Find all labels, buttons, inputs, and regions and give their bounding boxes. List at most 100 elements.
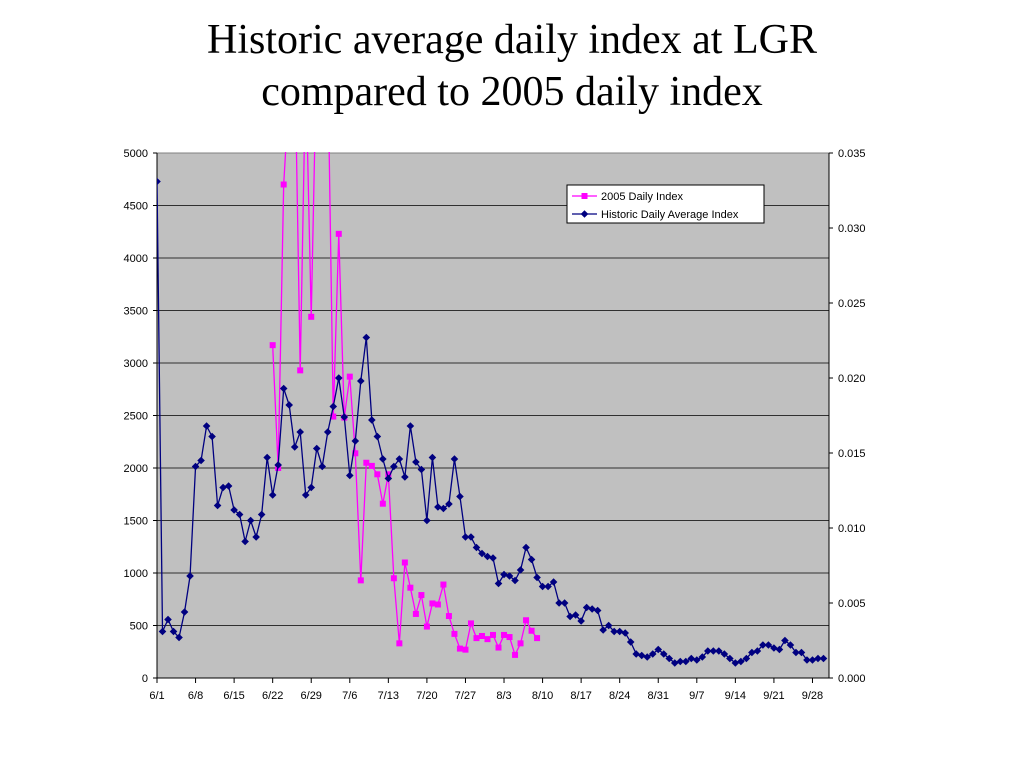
data-point-historic-daily-average-index <box>423 516 431 525</box>
x-tick-label: 6/1 <box>149 690 164 702</box>
data-point-historic-daily-average-index <box>439 504 448 513</box>
data-point-2005-daily-index <box>368 462 375 469</box>
y-left-tick-label: 1500 <box>124 516 148 528</box>
data-point-historic-daily-average-index <box>604 621 613 630</box>
data-point-historic-daily-average-index <box>362 333 371 342</box>
data-point-2005-daily-index <box>330 413 337 420</box>
data-point-historic-daily-average-index <box>681 657 690 666</box>
data-point-2005-daily-index <box>462 646 469 653</box>
data-point-historic-daily-average-index <box>434 503 442 511</box>
data-point-historic-daily-average-index <box>731 659 740 667</box>
data-point-historic-daily-average-index <box>461 533 470 541</box>
data-point-2005-daily-index <box>390 575 397 582</box>
data-point-2005-daily-index <box>292 45 298 51</box>
data-point-2005-daily-index <box>506 634 513 641</box>
data-point-historic-daily-average-index <box>489 554 497 562</box>
data-point-historic-daily-average-index <box>764 641 773 649</box>
data-point-historic-daily-average-index <box>643 653 652 661</box>
data-point-historic-daily-average-index <box>285 401 293 409</box>
x-tick-label: 8/10 <box>532 690 553 702</box>
data-point-historic-daily-average-index <box>560 599 569 607</box>
data-point-historic-daily-average-index <box>279 384 288 393</box>
y-left-tick-label: 0 <box>142 673 148 685</box>
data-point-historic-daily-average-index <box>775 645 784 654</box>
data-point-historic-daily-average-index <box>533 573 541 582</box>
data-point-2005-daily-index <box>501 631 508 638</box>
x-tick-label: 6/15 <box>223 690 244 702</box>
data-point-2005-daily-index <box>308 313 315 320</box>
data-point-historic-daily-average-index <box>659 650 668 658</box>
title-line-1: Historic average daily index at LGR <box>207 17 817 63</box>
data-point-historic-daily-average-index <box>467 533 475 541</box>
x-tick-label: 6/29 <box>301 690 322 702</box>
data-point-historic-daily-average-index <box>395 455 404 463</box>
data-point-2005-daily-index <box>445 613 452 620</box>
data-point-2005-daily-index <box>357 577 364 584</box>
data-point-historic-daily-average-index <box>693 656 701 664</box>
legend-marker-diamond <box>580 210 589 218</box>
y-left-tick-label: 500 <box>130 621 148 633</box>
data-point-2005-daily-index <box>401 559 408 566</box>
y-left-tick-label: 5000 <box>124 148 148 160</box>
data-point-historic-daily-average-index <box>676 657 685 666</box>
data-point-2005-daily-index <box>319 45 325 51</box>
x-tick-label: 6/8 <box>188 690 203 702</box>
x-tick-label: 7/20 <box>416 690 437 702</box>
data-point-historic-daily-average-index <box>296 428 305 436</box>
data-point-historic-daily-average-index <box>246 516 255 525</box>
data-point-2005-daily-index <box>269 342 276 349</box>
data-point-historic-daily-average-index <box>164 615 172 624</box>
legend-box <box>566 184 765 224</box>
data-point-historic-daily-average-index <box>208 432 216 441</box>
data-point-historic-daily-average-index <box>626 638 635 646</box>
x-tick-label: 8/24 <box>609 690 630 702</box>
data-point-historic-daily-average-index <box>615 627 624 636</box>
data-point-2005-daily-index <box>412 610 419 617</box>
data-point-historic-daily-average-index <box>417 465 426 474</box>
data-point-historic-daily-average-index <box>715 647 723 655</box>
x-tick-label: 7/6 <box>342 690 357 702</box>
data-point-2005-daily-index <box>363 459 370 466</box>
data-point-2005-daily-index <box>484 636 491 643</box>
data-point-historic-daily-average-index <box>219 483 227 492</box>
data-point-historic-daily-average-index <box>610 627 618 636</box>
data-point-historic-daily-average-index <box>544 582 552 591</box>
data-point-2005-daily-index <box>429 600 436 607</box>
y-left-tick-label: 2000 <box>124 463 148 475</box>
y-right-tick-label: 0.025 <box>838 298 866 310</box>
data-point-2005-daily-index <box>352 450 359 457</box>
data-point-2005-daily-index <box>517 640 524 647</box>
data-point-historic-daily-average-index <box>329 402 338 411</box>
slide-title: Historic average daily index at LGR comp… <box>0 14 1024 118</box>
data-point-historic-daily-average-index <box>290 443 299 451</box>
data-point-2005-daily-index <box>374 471 381 478</box>
data-point-historic-daily-average-index <box>665 654 674 663</box>
data-point-historic-daily-average-index <box>737 657 745 666</box>
data-point-historic-daily-average-index <box>588 605 596 613</box>
data-point-historic-daily-average-index <box>500 570 508 579</box>
data-point-2005-daily-index <box>379 500 386 507</box>
data-point-historic-daily-average-index <box>368 416 376 424</box>
y-left-tick-label: 3500 <box>124 306 148 318</box>
x-tick-label: 6/22 <box>262 690 283 702</box>
data-point-historic-daily-average-index <box>428 453 437 462</box>
data-point-historic-daily-average-index <box>224 482 233 490</box>
y-left-tick-label: 1000 <box>124 568 148 580</box>
data-point-2005-daily-index <box>434 601 441 608</box>
data-point-historic-daily-average-index <box>379 455 387 463</box>
x-tick-label: 7/13 <box>378 690 399 702</box>
y-left-tick-label: 2500 <box>124 411 148 423</box>
data-point-historic-daily-average-index <box>445 500 453 508</box>
data-point-2005-daily-index <box>473 635 480 642</box>
data-point-historic-daily-average-index <box>263 453 271 462</box>
data-point-2005-daily-index <box>303 66 309 72</box>
data-point-historic-daily-average-index <box>566 612 574 621</box>
data-point-2005-daily-index <box>385 471 392 478</box>
data-point-historic-daily-average-index <box>599 626 607 634</box>
y-right-tick-label: 0.010 <box>838 523 866 535</box>
data-point-historic-daily-average-index <box>786 641 795 649</box>
legend-label: Historic Daily Average Index <box>601 209 739 221</box>
data-point-2005-daily-index <box>478 633 485 639</box>
data-point-historic-daily-average-index <box>770 644 778 652</box>
